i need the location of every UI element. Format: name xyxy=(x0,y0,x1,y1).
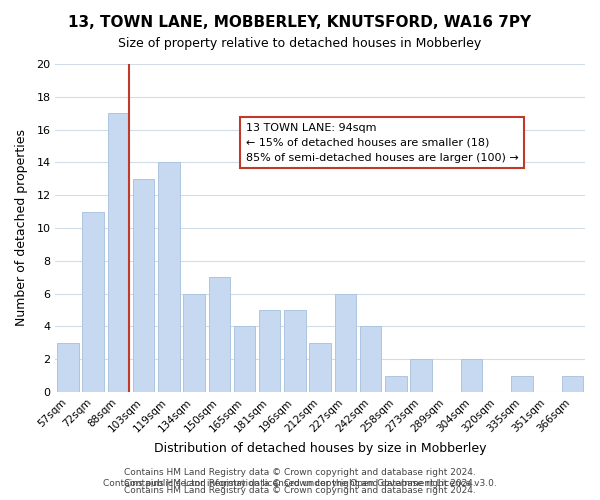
Bar xyxy=(234,326,255,392)
Bar xyxy=(158,162,179,392)
Bar xyxy=(107,113,129,392)
Bar xyxy=(360,326,382,392)
Bar xyxy=(461,359,482,392)
Bar xyxy=(310,343,331,392)
Bar xyxy=(57,343,79,392)
Bar xyxy=(562,376,583,392)
Bar xyxy=(511,376,533,392)
Text: 13 TOWN LANE: 94sqm
← 15% of detached houses are smaller (18)
85% of semi-detach: 13 TOWN LANE: 94sqm ← 15% of detached ho… xyxy=(246,123,519,162)
Y-axis label: Number of detached properties: Number of detached properties xyxy=(15,130,28,326)
Bar xyxy=(410,359,432,392)
Bar xyxy=(335,294,356,392)
Text: Contains HM Land Registry data © Crown copyright and database right 2024.: Contains HM Land Registry data © Crown c… xyxy=(124,478,476,488)
Text: Size of property relative to detached houses in Mobberley: Size of property relative to detached ho… xyxy=(118,38,482,51)
Text: 13, TOWN LANE, MOBBERLEY, KNUTSFORD, WA16 7PY: 13, TOWN LANE, MOBBERLEY, KNUTSFORD, WA1… xyxy=(68,15,532,30)
Bar xyxy=(259,310,280,392)
Text: Contains HM Land Registry data © Crown copyright and database right 2024.: Contains HM Land Registry data © Crown c… xyxy=(124,486,476,495)
X-axis label: Distribution of detached houses by size in Mobberley: Distribution of detached houses by size … xyxy=(154,442,487,455)
Bar xyxy=(385,376,407,392)
Text: Contains HM Land Registry data © Crown copyright and database right 2024.
Contai: Contains HM Land Registry data © Crown c… xyxy=(103,468,497,487)
Bar xyxy=(133,179,154,392)
Bar xyxy=(209,277,230,392)
Bar xyxy=(82,212,104,392)
Bar xyxy=(284,310,305,392)
Bar xyxy=(184,294,205,392)
